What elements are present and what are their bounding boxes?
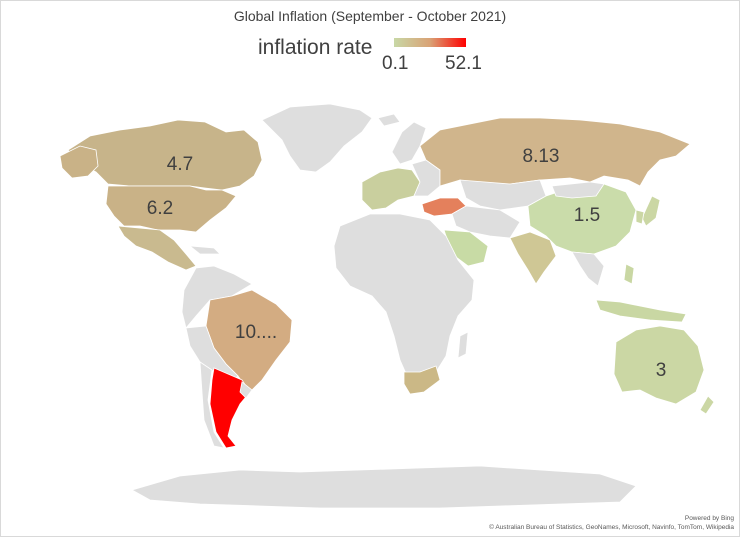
uruguay[interactable] — [239, 381, 253, 399]
antarctica[interactable] — [130, 465, 637, 509]
chile[interactable] — [199, 361, 225, 449]
legend-max-label: 52.1 — [445, 53, 482, 74]
scandinavia[interactable] — [391, 121, 427, 165]
korea[interactable] — [635, 209, 645, 225]
legend-min-label: 0.1 — [382, 53, 409, 74]
legend-title: inflation rate — [258, 36, 373, 59]
greenland[interactable] — [261, 103, 373, 173]
india[interactable] — [509, 231, 557, 285]
caribbean[interactable] — [188, 245, 221, 255]
western-europe[interactable] — [361, 167, 421, 211]
country-united-states-alaska[interactable] — [59, 145, 99, 179]
country-australia[interactable] — [613, 325, 705, 405]
label-canada: 4.7 — [167, 154, 193, 175]
mongolia[interactable] — [551, 181, 605, 199]
madagascar[interactable] — [457, 331, 469, 359]
label-brazil: 10.... — [235, 322, 277, 343]
map-title: Global Inflation (September - October 20… — [233, 8, 507, 24]
label-china: 1.5 — [574, 205, 600, 226]
country-argentina[interactable] — [209, 367, 251, 449]
label-australia: 3 — [656, 360, 667, 381]
japan[interactable] — [641, 195, 661, 227]
south-africa[interactable] — [403, 365, 441, 395]
philippines[interactable] — [623, 263, 635, 285]
southeast-asia[interactable] — [571, 251, 605, 287]
attribution-credit: © Australian Bureau of Statistics, GeoNa… — [489, 524, 734, 531]
powered-by-credit: Powered by Bing — [684, 515, 734, 522]
mexico-central-america[interactable] — [117, 225, 197, 271]
iceland[interactable] — [377, 113, 401, 127]
label-russia: 8.13 — [523, 146, 560, 167]
country-canada[interactable] — [67, 119, 263, 191]
label-united-states: 6.2 — [147, 198, 173, 219]
country-united-states[interactable] — [105, 185, 237, 233]
africa[interactable] — [333, 213, 475, 385]
new-zealand[interactable] — [699, 395, 715, 415]
legend-color-scale — [394, 38, 466, 47]
indonesia[interactable] — [595, 299, 687, 323]
